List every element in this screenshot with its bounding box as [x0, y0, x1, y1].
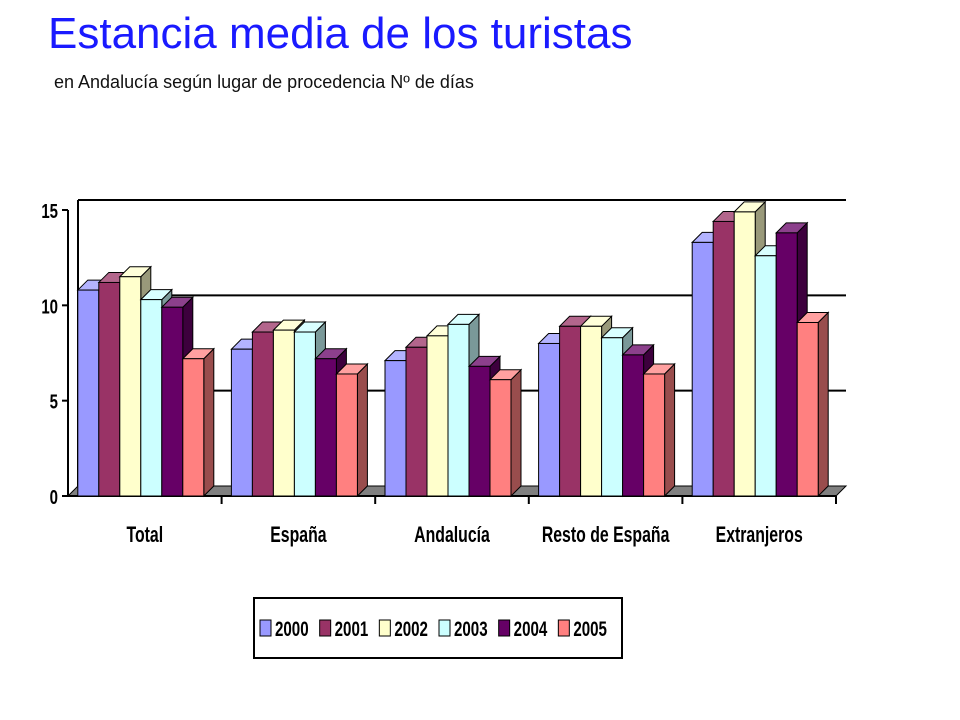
bar-front: [643, 373, 666, 497]
bar-front: [140, 299, 163, 497]
bar-front: [77, 289, 100, 497]
legend-label: 2005: [573, 616, 607, 640]
legend-swatch: [319, 619, 332, 637]
legend-label: 2000: [275, 616, 309, 640]
bar-front: [384, 360, 407, 497]
y-tick-label: 10: [41, 295, 58, 318]
bar-front: [251, 331, 274, 497]
x-tick-label: Resto de España: [542, 524, 670, 548]
legend-label: 2003: [454, 616, 488, 640]
x-tick-label: Total: [126, 524, 163, 548]
bar-front: [489, 379, 512, 497]
bar: [181, 347, 216, 498]
legend-label: 2001: [335, 616, 369, 640]
x-tick-label: Extranjeros: [716, 524, 803, 548]
legend-swatch: [557, 619, 570, 637]
x-tick-label: Andalucía: [414, 524, 490, 548]
x-tick-label: España: [270, 524, 327, 548]
bar-front: [182, 358, 205, 497]
bar-front: [580, 325, 603, 497]
bar-front: [733, 211, 756, 497]
bar-front: [447, 323, 470, 497]
bar-front: [538, 342, 561, 497]
bar-front: [272, 329, 295, 497]
bar: [642, 362, 676, 498]
bar-front: [119, 276, 142, 497]
bar-front: [405, 346, 428, 497]
bar-side: [817, 311, 829, 498]
bar-side: [203, 347, 215, 498]
bar-front: [335, 373, 358, 497]
bar-front: [691, 241, 714, 497]
bar-side: [664, 362, 676, 498]
bar-front: [314, 358, 337, 497]
bar-front: [468, 365, 491, 497]
legend-swatch: [498, 619, 511, 637]
y-tick-label: 0: [50, 486, 58, 509]
bar-front: [754, 255, 777, 497]
bar-front: [293, 331, 316, 497]
legend-label: 2002: [394, 616, 428, 640]
bar-front: [712, 220, 735, 497]
bar-front: [426, 335, 449, 497]
y-tick-label: 15: [41, 200, 58, 223]
bar: [335, 362, 369, 498]
legend-swatch: [378, 619, 391, 637]
bar-side: [510, 368, 522, 498]
legend-swatch: [438, 619, 451, 637]
page-title: Estancia media de los turistas: [48, 9, 633, 58]
bar-side: [356, 362, 368, 498]
legend-swatch: [259, 619, 272, 637]
legend-label: 2004: [514, 616, 548, 640]
bar-front: [559, 325, 582, 497]
bar-front: [98, 281, 121, 497]
bar-front: [622, 354, 645, 497]
y-tick-label: 5: [50, 391, 58, 414]
page-subtitle: en Andalucía según lugar de procedencia …: [54, 72, 474, 92]
bar-front: [775, 232, 798, 497]
bar: [795, 311, 830, 498]
bar: [488, 368, 523, 498]
bar-front: [796, 321, 819, 497]
bar-front: [230, 348, 253, 497]
bar-front: [601, 337, 624, 497]
bar-front: [161, 306, 184, 497]
